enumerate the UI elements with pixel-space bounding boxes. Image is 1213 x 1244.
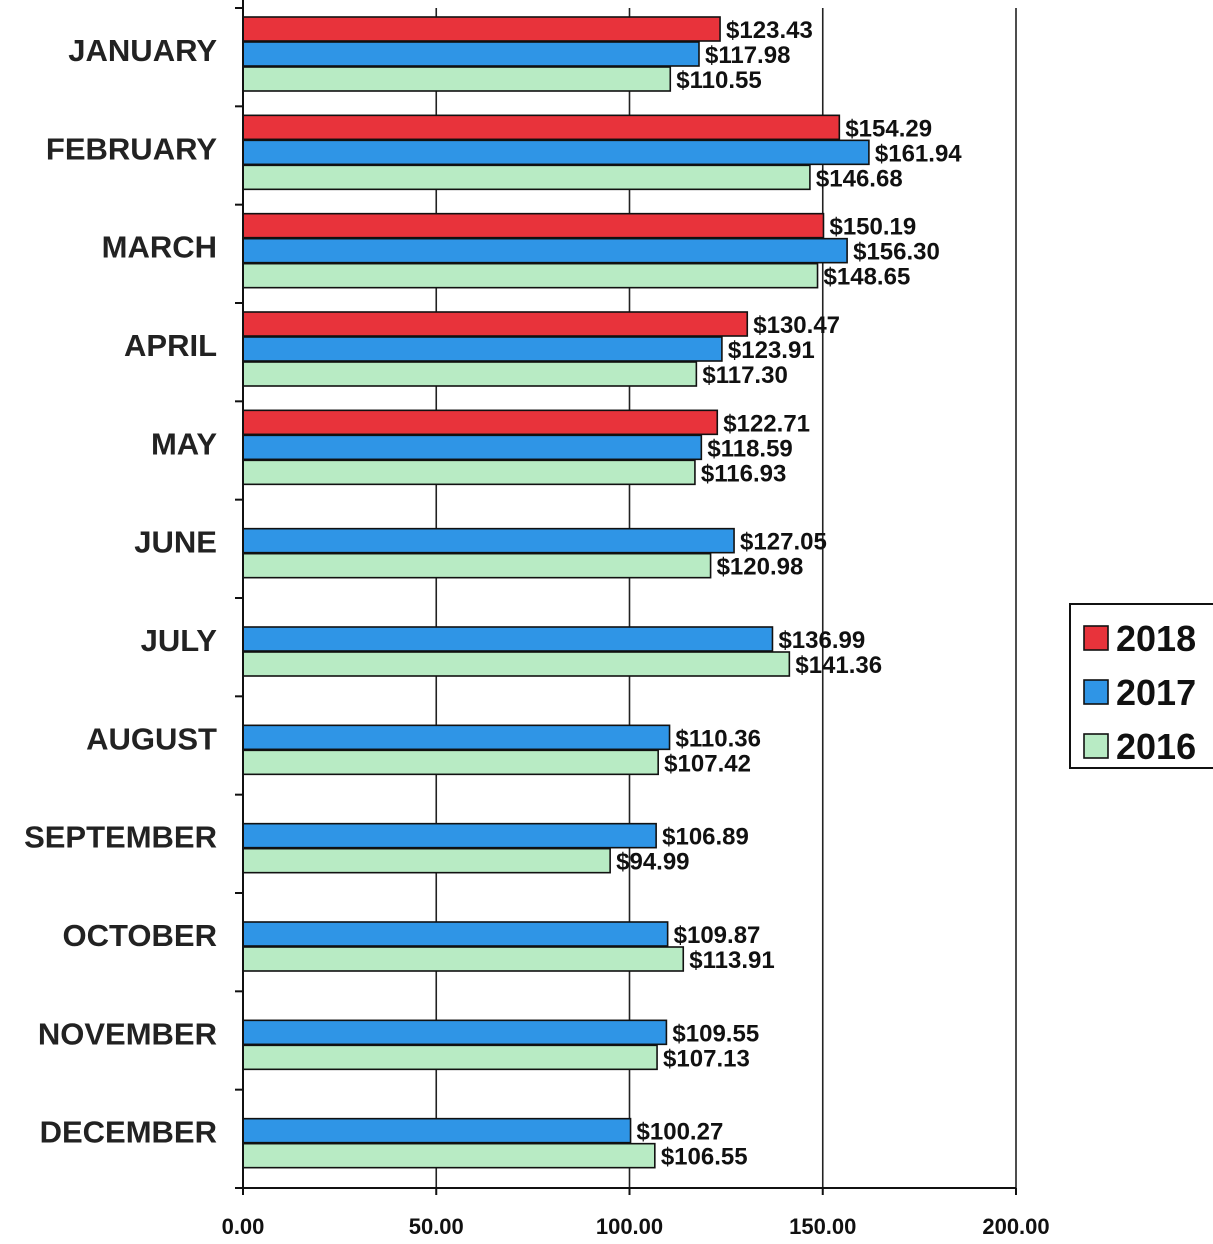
- data-label-2016-march: $148.65: [824, 264, 911, 291]
- category-label-january: JANUARY: [68, 33, 217, 68]
- data-label-2018-may: $122.71: [723, 410, 810, 437]
- bar-2016-december: [242, 1142, 656, 1169]
- data-label-2016-august: $107.42: [664, 750, 751, 777]
- bar-2016-february: [242, 164, 811, 191]
- labels: 0.00 50.00 100.00 150.00 200.00 JANUARY $123.4…: [24, 17, 1050, 1239]
- data-label-2016-october: $113.91: [689, 947, 774, 974]
- category-label-february: FEBRUARY: [46, 131, 217, 166]
- data-label-2017-november: $109.55: [672, 1020, 759, 1047]
- bar-2017-may: [242, 434, 703, 461]
- data-label-2017-february: $161.94: [875, 140, 962, 167]
- legend-label-2016: 2016: [1116, 726, 1196, 767]
- category-label-april: APRIL: [124, 328, 217, 363]
- bar-2018-april: [242, 311, 749, 337]
- category-label-september: SEPTEMBER: [24, 820, 217, 855]
- data-label-2016-december: $106.55: [661, 1144, 748, 1171]
- data-label-2018-february: $154.29: [845, 115, 932, 142]
- legend-label-2017: 2017: [1116, 672, 1196, 713]
- bar-2017-september: [242, 822, 657, 849]
- data-label-2016-february: $146.68: [816, 165, 903, 192]
- legend-swatch-2017: [1083, 679, 1109, 705]
- bar-2016-may: [242, 459, 696, 486]
- data-label-2017-april: $123.91: [728, 337, 815, 364]
- gridlines: [435, 8, 1017, 1188]
- bars: [242, 16, 870, 1169]
- data-label-2016-july: $141.36: [795, 652, 882, 679]
- data-label-2016-january: $110.55: [676, 67, 761, 94]
- bar-2016-march: [242, 262, 819, 289]
- bar-2017-june: [242, 527, 735, 554]
- bar-2018-january: [242, 16, 721, 42]
- data-label-2018-april: $130.47: [753, 312, 840, 339]
- bar-2016-september: [242, 847, 611, 874]
- x-tick-label: 0.00: [222, 1214, 265, 1239]
- data-label-2018-january: $123.43: [726, 17, 813, 44]
- category-label-march: MARCH: [102, 230, 217, 265]
- legend-label-2018: 2018: [1116, 618, 1196, 659]
- bar-2016-july: [242, 651, 791, 677]
- bar-2017-january: [242, 41, 700, 67]
- x-tick-label: 50.00: [409, 1214, 464, 1239]
- category-label-november: NOVEMBER: [38, 1016, 217, 1051]
- bar-2018-february: [242, 114, 841, 141]
- data-label-2017-january: $117.98: [705, 42, 790, 69]
- bar-2016-august: [242, 749, 659, 776]
- bar-2016-april: [242, 361, 698, 387]
- bar-2017-february: [242, 139, 870, 166]
- data-label-2016-may: $116.93: [701, 460, 786, 487]
- legend-swatch-2018: [1083, 625, 1109, 651]
- x-tick-label: 100.00: [596, 1214, 663, 1239]
- data-label-2016-september: $94.99: [616, 849, 689, 876]
- data-label-2017-march: $156.30: [853, 239, 940, 266]
- data-label-2016-november: $107.13: [663, 1045, 750, 1072]
- data-label-2017-august: $110.36: [676, 725, 761, 752]
- data-label-2017-september: $106.89: [662, 824, 749, 851]
- bar-2016-november: [242, 1044, 658, 1071]
- bar-2017-april: [242, 336, 723, 362]
- category-label-june: JUNE: [134, 525, 217, 560]
- bar-2017-november: [242, 1019, 668, 1046]
- category-label-august: AUGUST: [86, 721, 217, 756]
- data-label-2017-october: $109.87: [674, 922, 761, 949]
- data-label-2017-december: $100.27: [637, 1119, 724, 1146]
- bar-2018-may: [242, 409, 719, 436]
- x-tick-label: 200.00: [982, 1214, 1049, 1239]
- data-label-2016-april: $117.30: [702, 362, 787, 389]
- bar-2016-january: [242, 66, 672, 92]
- data-label-2017-may: $118.59: [707, 435, 792, 462]
- bar-2017-march: [242, 237, 848, 264]
- data-label-2018-march: $150.19: [829, 214, 916, 241]
- bar-2017-july: [242, 626, 774, 652]
- bar-2018-march: [242, 212, 825, 239]
- bar-2017-august: [242, 724, 671, 751]
- category-label-october: OCTOBER: [63, 918, 217, 953]
- legend-swatch-2016: [1083, 733, 1109, 759]
- category-label-december: DECEMBER: [40, 1115, 217, 1150]
- data-label-2017-july: $136.99: [778, 627, 865, 654]
- data-label-2017-june: $127.05: [740, 529, 827, 556]
- category-label-may: MAY: [151, 426, 217, 461]
- bar-2016-june: [242, 552, 712, 579]
- category-label-july: JULY: [141, 623, 218, 658]
- legend: 2018 2017 2016: [1069, 603, 1213, 769]
- bar-2016-october: [242, 946, 685, 972]
- x-tick-label: 150.00: [789, 1214, 856, 1239]
- bar-2017-december: [242, 1117, 632, 1144]
- data-label-2016-june: $120.98: [717, 554, 804, 581]
- bar-2017-october: [242, 921, 669, 947]
- axes: [235, 0, 1017, 1195]
